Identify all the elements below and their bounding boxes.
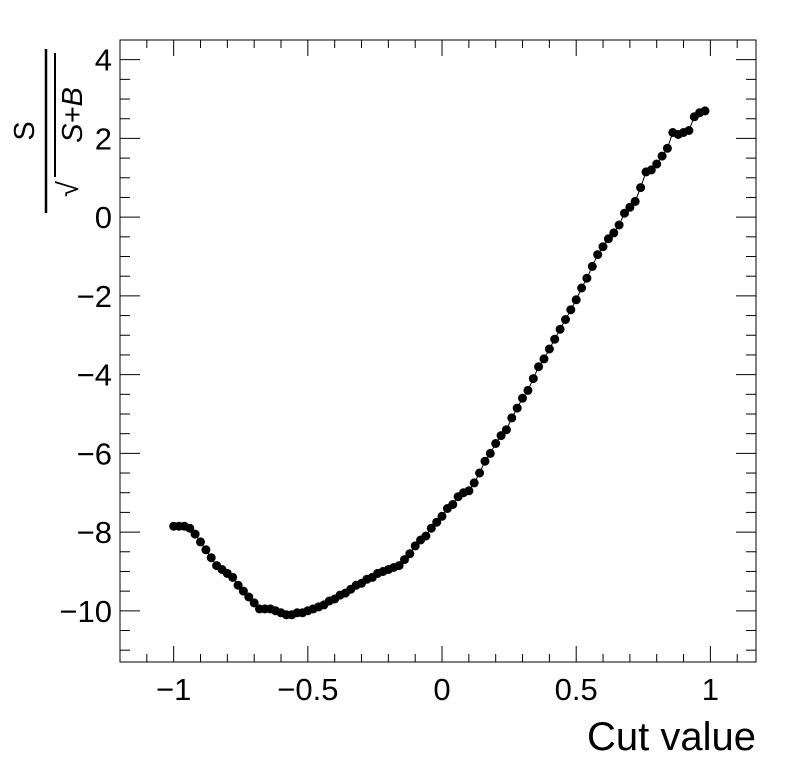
data-point — [196, 537, 205, 547]
data-point — [491, 439, 501, 448]
data-point — [249, 598, 259, 608]
y-tick-label: 2 — [95, 121, 112, 156]
data-point — [480, 456, 490, 466]
data-point — [228, 572, 238, 582]
data-point — [528, 374, 538, 384]
y-tick-label: −2 — [77, 279, 112, 314]
data-point — [432, 517, 442, 527]
data-point — [657, 151, 667, 161]
x-tick-label: 1 — [702, 672, 719, 707]
data-point — [587, 261, 597, 271]
data-point — [598, 242, 608, 252]
data-point — [485, 448, 495, 458]
y-tick-label: −10 — [59, 594, 112, 629]
data-point — [410, 541, 420, 551]
y-tick-label: −8 — [77, 515, 112, 550]
data-point — [636, 183, 646, 193]
data-point — [437, 511, 447, 521]
y-tick-labels: −10 −8 −6 −4 −2 0 2 4 — [59, 43, 112, 629]
y-tick-label: −4 — [77, 358, 112, 393]
data-point — [539, 354, 549, 364]
data-point — [609, 228, 619, 238]
data-point — [561, 315, 570, 324]
data-point — [469, 478, 479, 488]
data-point — [566, 305, 576, 315]
data-point — [185, 523, 195, 533]
data-point — [507, 413, 517, 423]
series-line — [173, 110, 706, 616]
data-point — [523, 385, 533, 395]
data-point — [233, 580, 243, 590]
data-point — [426, 523, 436, 533]
data-point — [684, 126, 694, 135]
data-point — [518, 393, 527, 403]
x-tick-labels: −1 −0.5 0 0.5 1 — [156, 672, 719, 707]
y-axis-title: S √ S+B — [9, 49, 89, 213]
data-point — [652, 159, 662, 169]
data-point — [550, 334, 560, 344]
data-point — [630, 196, 640, 206]
data-point — [571, 295, 581, 305]
data-point — [464, 486, 474, 496]
x-tick-label: −0.5 — [277, 672, 338, 707]
axis-ticks — [119, 39, 756, 662]
data-point — [582, 273, 592, 283]
y-tick-label: 4 — [95, 43, 112, 78]
data-point — [400, 555, 409, 565]
data-point — [603, 234, 613, 244]
data-point — [625, 202, 635, 212]
data-point — [620, 208, 629, 218]
x-tick-label: 0.5 — [555, 672, 598, 707]
data-point — [190, 529, 200, 539]
data-point — [662, 143, 672, 153]
data-point — [475, 468, 485, 478]
data-point — [201, 545, 211, 555]
x-tick-label: −1 — [156, 672, 191, 707]
y-axis-title-denominator: S+B — [57, 87, 89, 143]
y-tick-label: −6 — [77, 436, 112, 471]
data-point — [421, 531, 431, 541]
data-point — [614, 220, 624, 230]
data-point — [501, 425, 511, 435]
data-point — [646, 165, 656, 175]
data-point — [394, 561, 404, 571]
plot-frame — [119, 39, 757, 663]
data-point — [405, 549, 415, 559]
y-axis-title-numerator: S — [9, 121, 41, 140]
x-tick-label: 0 — [433, 672, 450, 707]
data-point — [544, 344, 554, 354]
data-points — [169, 106, 710, 620]
data-point — [577, 283, 587, 293]
y-axis-title-radical: √ — [53, 181, 85, 197]
data-point — [496, 431, 506, 441]
data-point — [555, 324, 565, 334]
data-point — [206, 553, 216, 563]
data-point — [448, 500, 458, 509]
data-point — [700, 106, 710, 116]
data-point — [244, 592, 254, 602]
data-point — [238, 586, 248, 596]
data-point — [593, 250, 603, 260]
y-tick-label: 0 — [95, 200, 112, 235]
x-axis-title: Cut value — [587, 715, 756, 759]
data-point — [534, 362, 544, 372]
data-point — [512, 403, 522, 413]
